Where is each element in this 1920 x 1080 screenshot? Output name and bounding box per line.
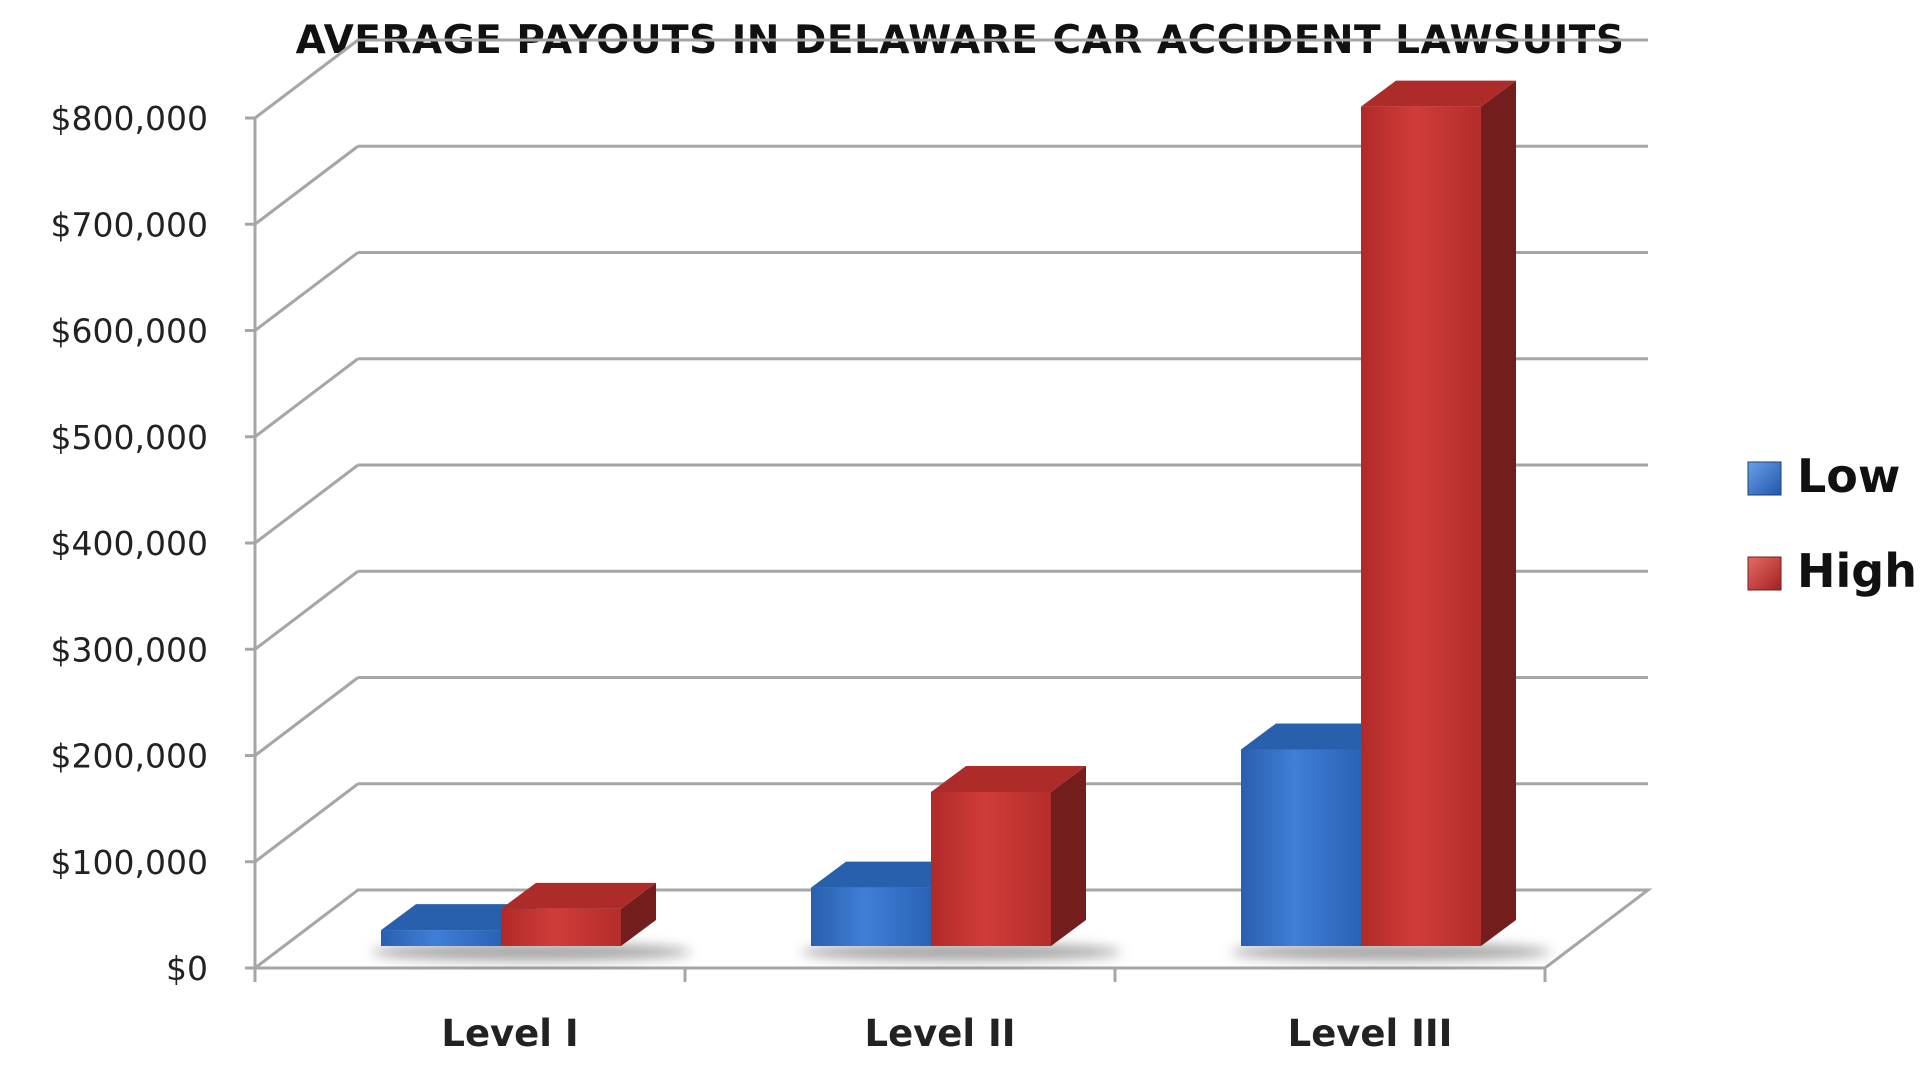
x-tick-label: Level III — [1288, 1012, 1453, 1055]
y-tick-label: $100,000 — [51, 843, 208, 882]
y-tick-label: $200,000 — [51, 737, 208, 776]
legend-label-high: High — [1797, 544, 1917, 598]
legend: Low High — [1747, 449, 1917, 598]
bar-top-high — [501, 882, 656, 909]
y-tick-label: $300,000 — [51, 630, 208, 669]
legend-swatch-low — [1747, 461, 1782, 496]
y-tick-label: $700,000 — [51, 205, 208, 244]
side-gridline — [254, 782, 359, 863]
side-gridline — [254, 145, 359, 226]
bar-top-low — [811, 861, 966, 888]
bar-side-high — [1481, 80, 1516, 946]
bar-side-high — [1051, 765, 1086, 946]
bar-top-low — [1241, 723, 1396, 750]
bar-shadow — [371, 943, 691, 961]
bar-top-low — [381, 904, 536, 931]
side-gridline — [254, 38, 359, 120]
bar-top-high — [1361, 80, 1516, 107]
x-tick-label: Level II — [865, 1012, 1016, 1055]
side-gridline — [254, 251, 359, 332]
side-gridline — [254, 357, 359, 438]
bar-shadow — [1231, 943, 1551, 961]
axes — [245, 116, 1547, 982]
x-tick-label: Level I — [441, 1012, 578, 1055]
bar-high-level-iii — [1361, 106, 1481, 946]
y-tick-label: $800,000 — [51, 99, 208, 138]
side-gridline — [254, 463, 359, 545]
legend-swatch-high — [1747, 556, 1782, 591]
bar-high-level-i — [501, 908, 621, 946]
bar-low-level-i — [381, 930, 501, 946]
legend-label-low: Low — [1797, 449, 1900, 503]
y-tick-label: $500,000 — [51, 418, 208, 457]
bar-low-level-ii — [811, 887, 931, 946]
bar-side-high — [621, 882, 656, 946]
bar-top-high — [931, 765, 1086, 792]
side-gridline — [254, 570, 359, 651]
x-tick-labels: Level I Level II Level III — [441, 1012, 1452, 1055]
y-tick-label: $600,000 — [51, 312, 208, 351]
y-tick-label: $400,000 — [51, 524, 208, 563]
bar-low-level-iii — [1241, 749, 1361, 946]
side-gridline — [254, 676, 359, 757]
bar-high-level-ii — [931, 791, 1051, 946]
y-tick-label: $0 — [166, 949, 208, 988]
y-tick-labels: $0 $100,000 $200,000 $300,000 $400,000 $500,0… — [51, 99, 208, 988]
bar-shadow — [801, 943, 1121, 961]
bars — [371, 80, 1551, 961]
